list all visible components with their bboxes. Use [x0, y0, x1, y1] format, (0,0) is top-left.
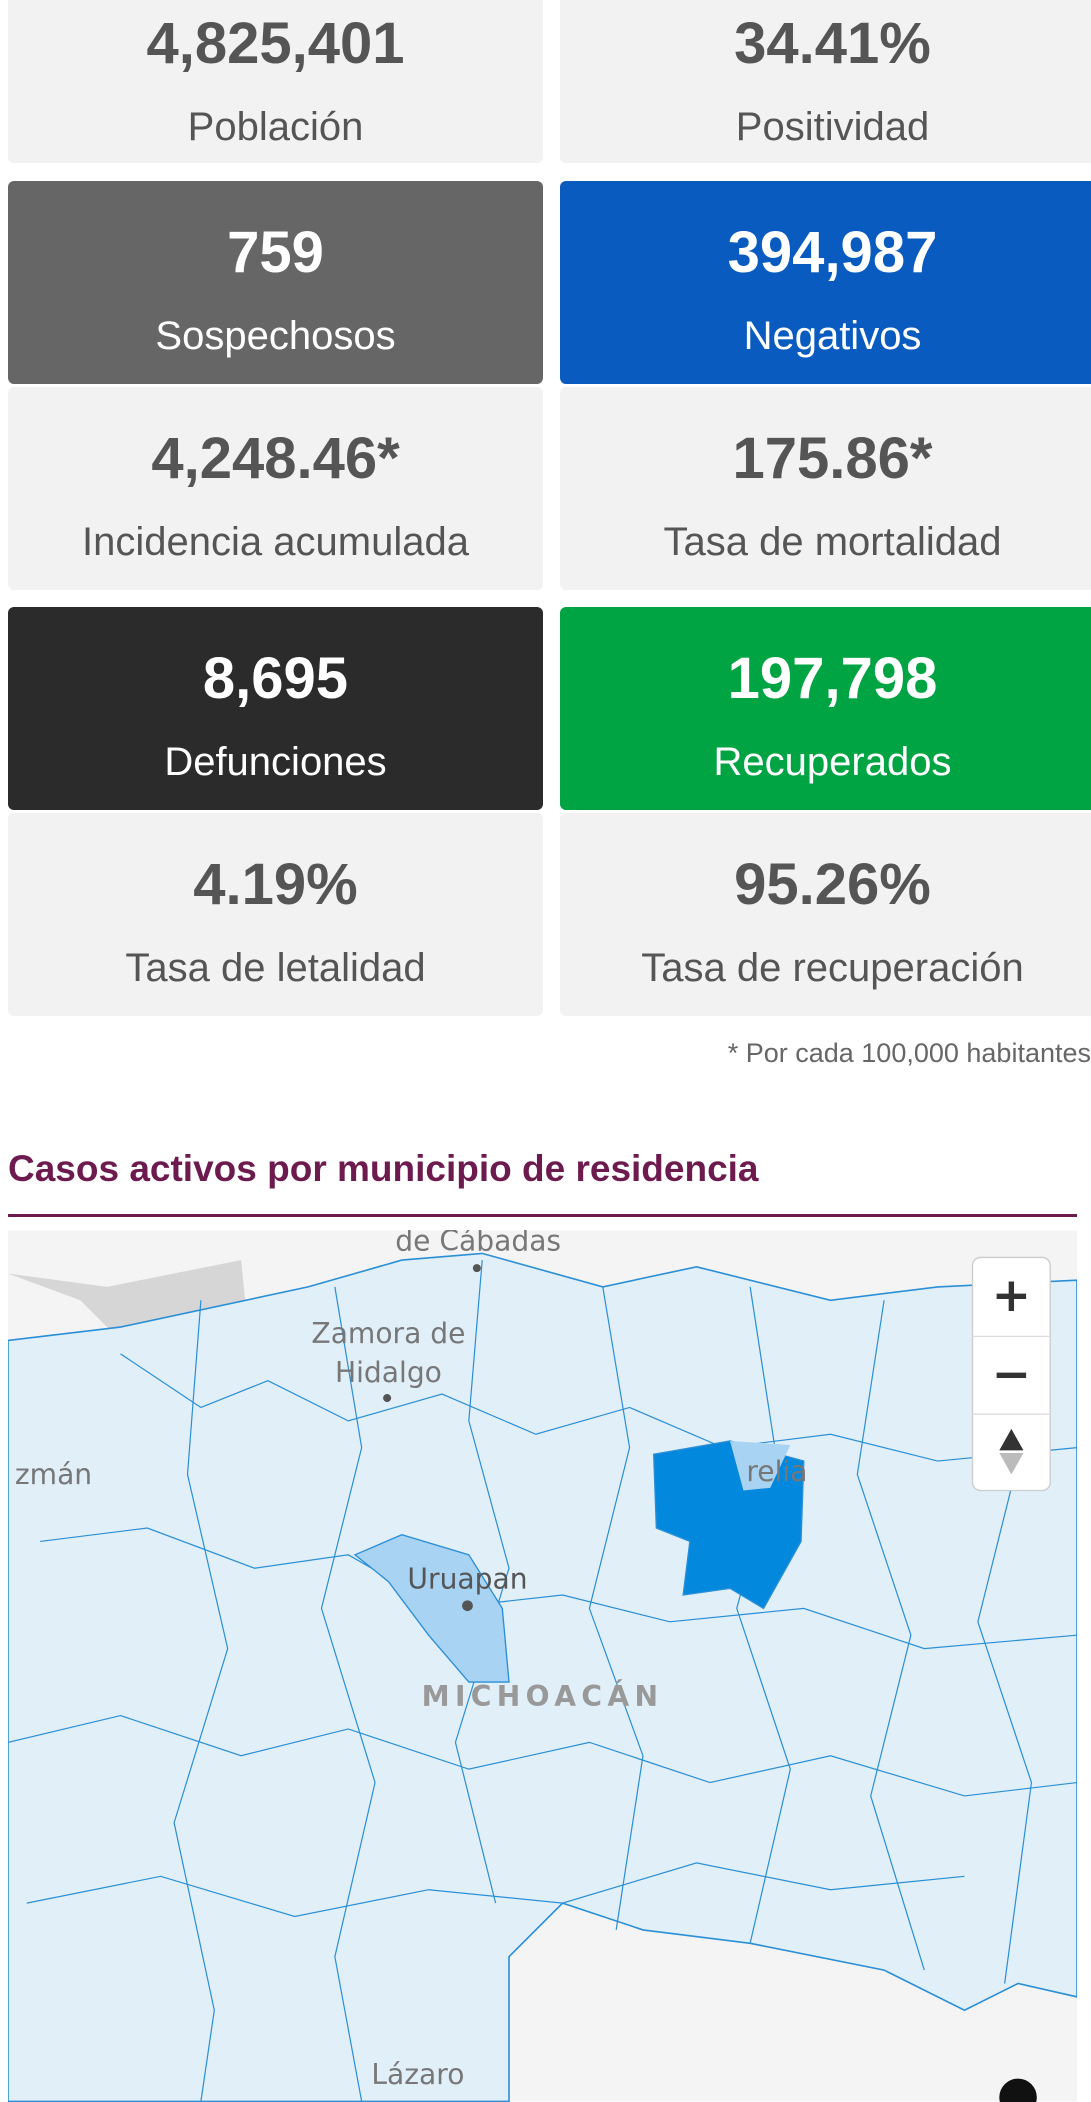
stat-card: 4.19% Tasa de letalidad [8, 813, 543, 1016]
section-title: Casos activos por municipio de residenci… [8, 1148, 759, 1189]
stat-value: 8,695 [202, 646, 349, 711]
stat-value: 759 [227, 220, 324, 285]
state [8, 1252, 1077, 2102]
map-labels: de Cábadas Zamora de Hidalgo zmán relia Uruap… [15, 1230, 808, 2091]
divider [8, 1214, 1077, 1217]
stat-value: 197,798 [727, 646, 938, 711]
stat-value: 34.41% [734, 11, 931, 76]
footnote: * Por cada 100,000 habitantes [727, 1038, 1091, 1068]
stat-label: Defunciones [164, 740, 387, 784]
stat-card: 34.41% Positividad [560, 0, 1091, 163]
map-label: Lázaro [371, 2058, 464, 2091]
uruapan-region [353, 1534, 510, 1683]
city-dot [462, 1600, 473, 1612]
stat-card: 4,248.46* Incidencia acumulada [8, 387, 543, 590]
map-label: zmán [15, 1458, 92, 1491]
stat-label: Tasa de letalidad [125, 946, 426, 990]
stat-label: Negativos [743, 314, 922, 358]
compass[interactable] [999, 1428, 1024, 1451]
region [730, 1440, 791, 1491]
map-label: relia [746, 1455, 807, 1488]
stat-label: Tasa de recuperación [641, 946, 1024, 990]
stat-value: 4,825,401 [146, 11, 405, 76]
map-label: Hidalgo [335, 1356, 442, 1389]
city-dot [472, 1264, 481, 1273]
map-label: de Cábadas [395, 1230, 561, 1258]
map-label: MICHOACÁN [422, 1679, 664, 1713]
city-dot [383, 1394, 392, 1403]
stat-card: 4,825,401 Población [8, 0, 543, 163]
stat-label: Incidencia acumulada [82, 520, 469, 564]
info-button[interactable] [999, 2078, 1037, 2102]
stat-value: 95.26% [734, 852, 931, 917]
stat-value: 394,987 [727, 220, 938, 285]
map-label: Zamora de [311, 1317, 465, 1350]
zoom-in[interactable] [996, 1281, 1027, 1312]
map[interactable]: de Cábadas Zamora de Hidalgo zmán relia Uruap… [8, 1230, 1077, 2102]
stat-label: Tasa de mortalidad [663, 520, 1002, 564]
stat-value: 175.86* [732, 426, 933, 491]
stat-card: 175.86* Tasa de mortalidad [560, 387, 1091, 590]
municipal-borders [8, 1260, 1077, 2102]
zoom-controls [971, 1256, 1051, 1492]
stat-value: 4,248.46* [151, 426, 400, 491]
stat-label: Población [187, 105, 364, 149]
stat-card: 759 Sospechosos [8, 181, 543, 384]
stat-card: 95.26% Tasa de recuperación [560, 813, 1091, 1016]
stat-value: 4.19% [193, 852, 358, 917]
stat-label: Sospechosos [155, 314, 396, 358]
stat-card: 394,987 Negativos [560, 181, 1091, 384]
compass [999, 1453, 1024, 1475]
stat-card: 8,695 Defunciones [8, 607, 543, 810]
stat-label: Positividad [735, 105, 930, 149]
stat-label: Recuperados [713, 740, 952, 784]
stat-card: 197,798 Recuperados [560, 607, 1091, 810]
map-label: Uruapan [407, 1562, 527, 1595]
